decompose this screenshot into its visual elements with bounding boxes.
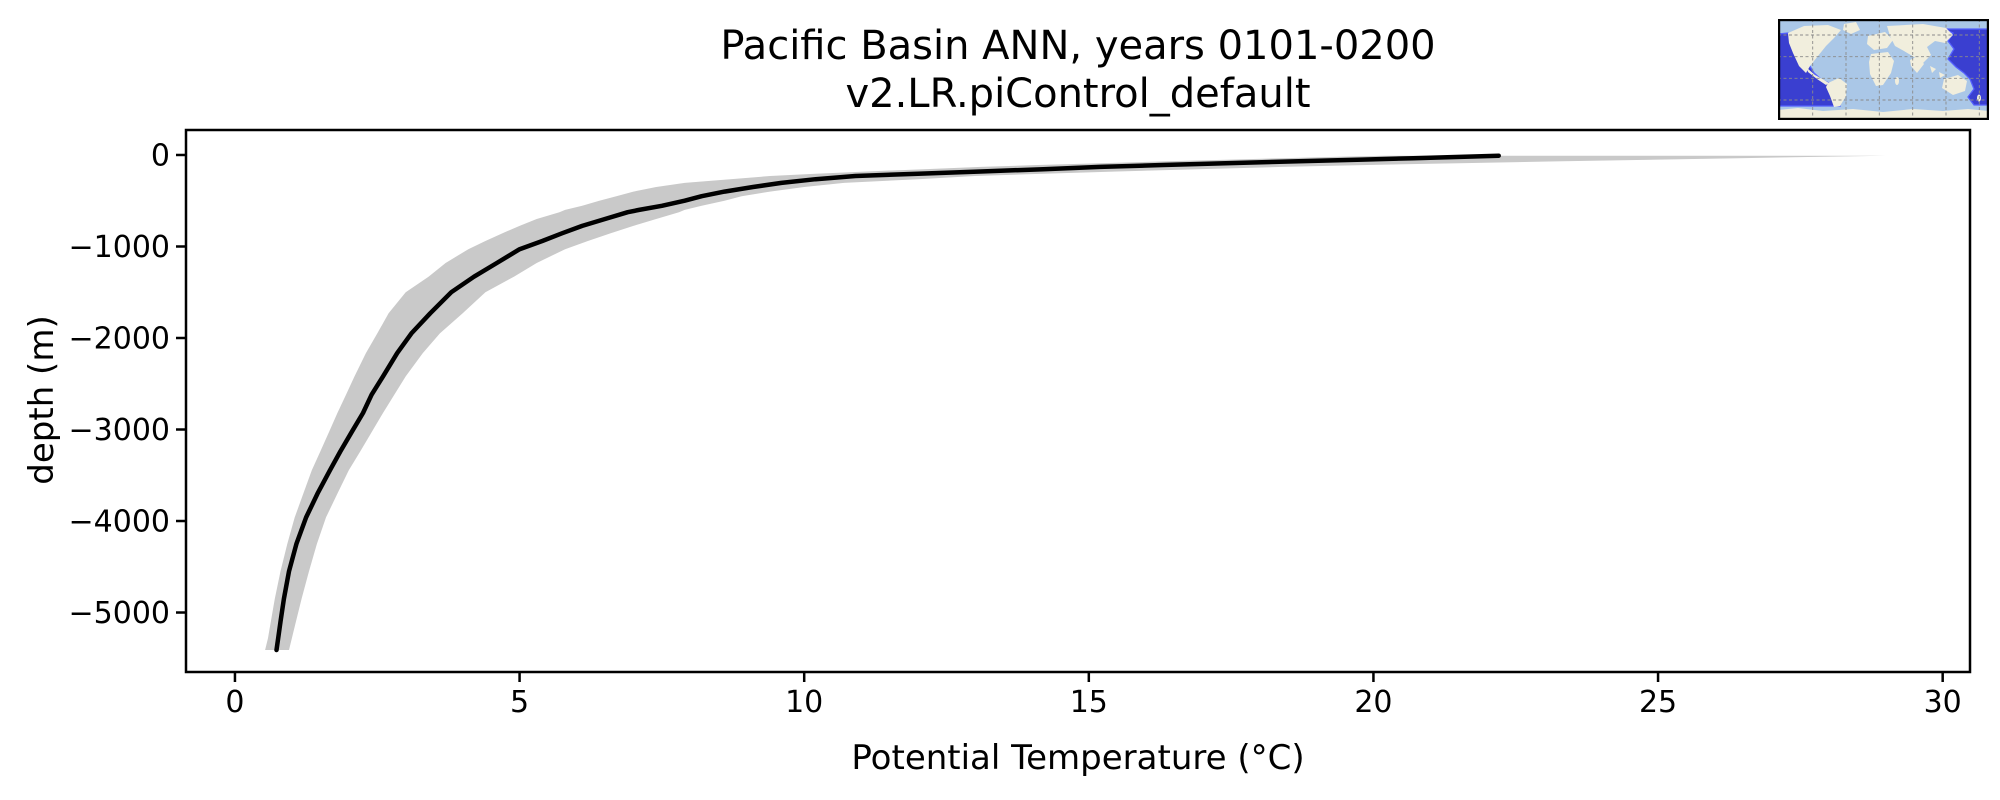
y-axis-label: depth (m) bbox=[22, 315, 62, 485]
x-tick-label: 5 bbox=[510, 685, 529, 720]
map-gridlines bbox=[1778, 19, 1989, 120]
plot-frame bbox=[184, 128, 1972, 674]
x-tick-label: 20 bbox=[1354, 685, 1392, 720]
x-tick-label: 30 bbox=[1924, 685, 1962, 720]
map-border bbox=[1778, 19, 1989, 120]
y-tick-label: 0 bbox=[151, 138, 170, 173]
y-tick-label: −5000 bbox=[69, 596, 170, 631]
uncertainty-band bbox=[265, 155, 1886, 650]
x-tick-label: 15 bbox=[1070, 685, 1108, 720]
chart-subtitle: v2.LR.piControl_default bbox=[845, 71, 1311, 117]
x-tick-label: 25 bbox=[1639, 685, 1677, 720]
chart-title-block: Pacific Basin ANN, years 0101-0200 v2.LR… bbox=[186, 22, 1970, 118]
y-tick-label: −4000 bbox=[69, 505, 170, 540]
map-continents bbox=[1778, 22, 1989, 120]
y-tick-label: −3000 bbox=[69, 413, 170, 448]
y-tick-label: −2000 bbox=[69, 321, 170, 356]
mean-profile-line bbox=[274, 153, 1501, 653]
x-tick-label: 0 bbox=[225, 685, 244, 720]
chart-title: Pacific Basin ANN, years 0101-0200 bbox=[720, 23, 1436, 69]
x-axis-label: Potential Temperature (°C) bbox=[851, 738, 1305, 778]
y-tick-label: −1000 bbox=[69, 230, 170, 265]
pacific-basin-inset-map bbox=[1778, 19, 1989, 120]
x-tick-label: 10 bbox=[785, 685, 823, 720]
